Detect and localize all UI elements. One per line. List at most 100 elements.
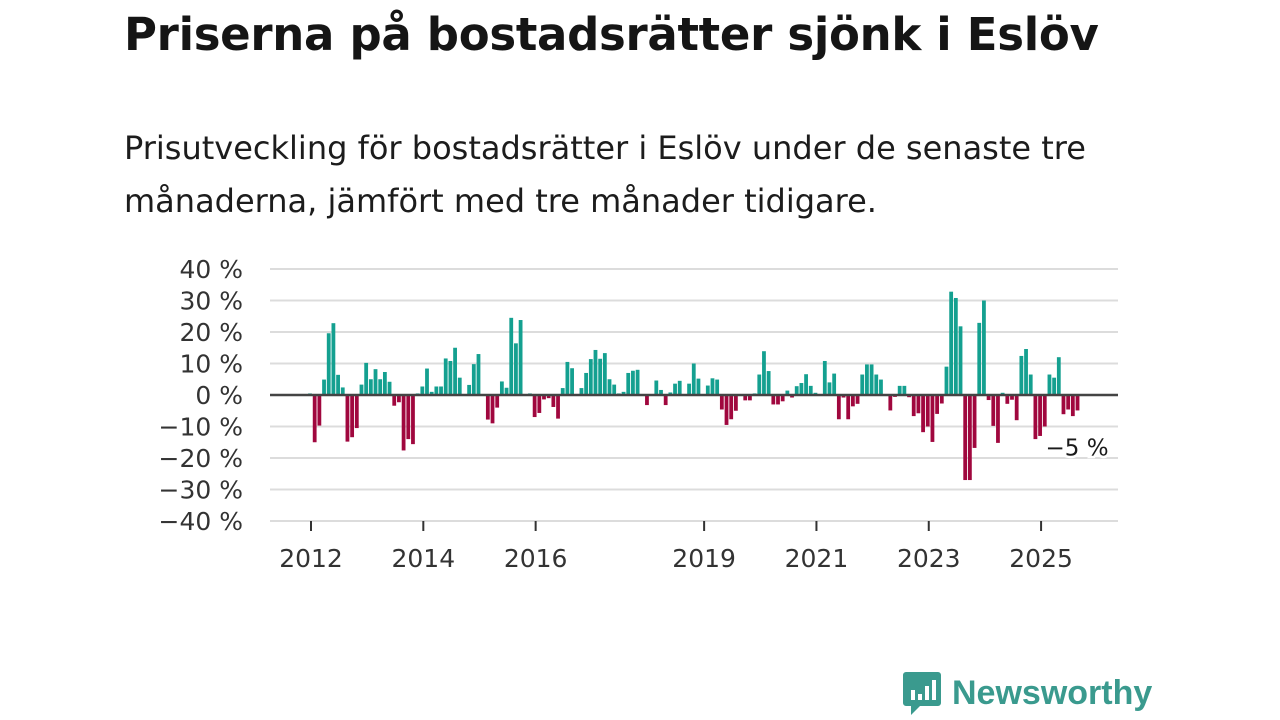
bar	[509, 317, 514, 395]
bar	[696, 378, 701, 395]
bar	[439, 386, 443, 395]
bar	[804, 374, 808, 395]
bar	[378, 379, 383, 395]
bar	[925, 395, 930, 427]
chart-title: Priserna på bostadsrätter sjönk i Eslöv	[124, 8, 1099, 61]
bar	[982, 300, 986, 395]
bar	[326, 333, 331, 395]
newsworthy-logo: Newsworthy	[902, 670, 1152, 716]
bar	[748, 395, 752, 401]
bar	[490, 395, 495, 424]
newsworthy-logo-icon	[903, 672, 941, 715]
bar	[1061, 395, 1066, 415]
bar	[687, 383, 691, 395]
bar	[631, 370, 635, 395]
bar	[1038, 395, 1042, 436]
bar	[841, 395, 846, 398]
bar	[467, 384, 472, 395]
bar	[930, 395, 935, 442]
bar	[977, 322, 982, 395]
bar	[729, 395, 734, 420]
bar	[551, 395, 556, 407]
y-tick-label: −20 %	[159, 444, 243, 473]
bar	[518, 320, 523, 395]
bar	[565, 361, 570, 395]
bar	[967, 395, 972, 481]
x-tick-label: 2014	[392, 544, 456, 573]
bar	[944, 366, 949, 395]
bar	[350, 395, 355, 438]
bar	[471, 364, 476, 395]
bar	[799, 383, 804, 395]
bar	[1019, 355, 1024, 395]
bar	[359, 384, 364, 395]
y-tick-label: 10 %	[179, 350, 243, 379]
bar	[401, 395, 406, 451]
bar	[425, 368, 429, 395]
bar	[762, 351, 766, 395]
bar	[476, 354, 481, 395]
x-tick-label: 2021	[785, 544, 849, 573]
bar	[743, 395, 748, 401]
bar	[1005, 395, 1010, 404]
bar	[593, 349, 598, 395]
bar	[382, 372, 387, 395]
bar	[836, 395, 841, 420]
bar	[514, 343, 518, 395]
bar	[556, 395, 560, 419]
y-tick-label: 40 %	[179, 255, 243, 284]
bar	[570, 368, 574, 395]
bar	[635, 369, 640, 395]
newsworthy-logo-text: Newsworthy	[952, 673, 1153, 712]
bar	[579, 388, 584, 395]
bar	[504, 387, 509, 395]
bar	[331, 323, 336, 395]
bar	[766, 371, 771, 395]
bar	[397, 395, 401, 403]
y-tick-label: 30 %	[179, 287, 243, 316]
bar	[724, 395, 729, 425]
bar	[588, 359, 593, 395]
bar	[794, 386, 799, 395]
bar	[317, 395, 322, 426]
bar	[916, 395, 921, 414]
x-tick-label: 2019	[672, 544, 736, 573]
bar	[677, 380, 682, 395]
bar	[958, 326, 963, 395]
bar	[364, 362, 369, 395]
bar	[612, 384, 617, 395]
bar	[626, 372, 631, 395]
bar	[345, 395, 350, 442]
bar	[659, 389, 663, 395]
bar	[429, 391, 434, 395]
bar	[972, 395, 977, 448]
bar	[645, 395, 649, 406]
bar	[542, 395, 546, 400]
x-tick-label: 2012	[279, 544, 343, 573]
bar	[537, 395, 542, 413]
bar	[790, 395, 794, 398]
bar	[1052, 377, 1057, 395]
bar	[668, 392, 673, 395]
bar	[448, 360, 453, 395]
bar	[888, 395, 893, 411]
bar	[939, 395, 944, 404]
y-tick-label: 20 %	[179, 318, 243, 347]
bar	[935, 395, 940, 414]
bar	[1010, 395, 1014, 400]
bar	[860, 374, 865, 395]
bar	[715, 379, 720, 395]
bar	[869, 364, 874, 395]
y-tick-label: −30 %	[159, 476, 243, 505]
bar	[584, 372, 589, 395]
bar	[1047, 374, 1052, 395]
bar	[897, 385, 902, 395]
bar	[1033, 395, 1038, 440]
bar	[1024, 349, 1028, 395]
bar	[673, 383, 677, 395]
y-tick-label: −40 %	[159, 507, 243, 536]
bar	[691, 363, 696, 395]
bar	[827, 382, 832, 395]
bar	[485, 395, 490, 420]
